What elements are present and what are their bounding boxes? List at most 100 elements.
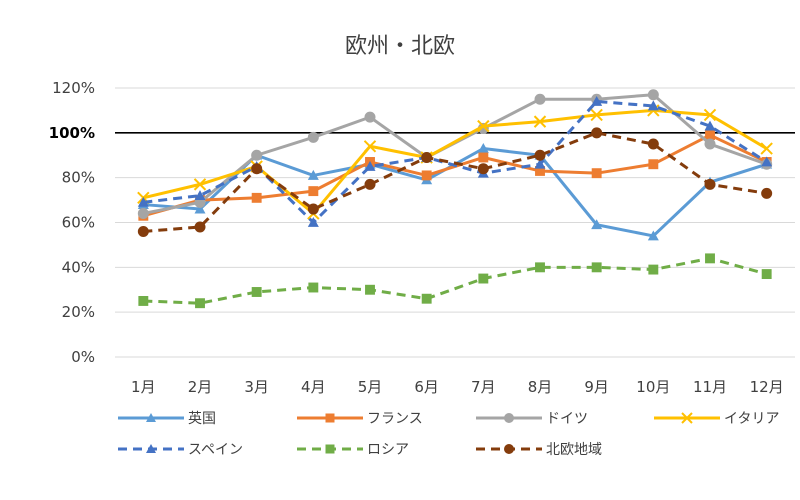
legend-label: フランス: [367, 411, 423, 427]
x-tick-label: 1月: [131, 378, 156, 396]
x-tick-label: 9月: [584, 378, 609, 396]
legend-label: ドイツ: [546, 411, 588, 427]
data-point: [421, 170, 432, 181]
legend-item: スペイン: [118, 442, 243, 458]
data-point: [647, 138, 659, 150]
legend-item: 北欧地域: [476, 442, 602, 458]
data-point: [194, 203, 206, 214]
y-tick-label: 20%: [62, 303, 95, 321]
series-line: [143, 99, 768, 224]
y-tick-label: 120%: [52, 79, 95, 97]
data-point: [478, 152, 489, 163]
data-point: [647, 100, 659, 111]
axes: 0% 20% 40% 60% 80% 100% 120% 1月 2月 3月 4月 5月 6月 7月 8月 9月…: [49, 79, 784, 396]
data-point: [761, 156, 773, 167]
x-tick-label: 12月: [750, 378, 784, 396]
data-point: [477, 119, 490, 133]
data-point: [704, 120, 716, 131]
x-tick-label: 11月: [693, 378, 727, 396]
plot-area: [137, 89, 773, 309]
data-point: [364, 111, 376, 123]
data-point: [590, 108, 603, 122]
legend-item: 英国: [118, 410, 216, 427]
data-point: [307, 131, 319, 143]
data-point: [308, 282, 319, 293]
data-point: [705, 130, 715, 141]
data-point: [647, 89, 659, 101]
data-point: [535, 165, 545, 176]
data-point: [137, 208, 149, 220]
data-point: [194, 221, 206, 233]
legend-marker: [146, 413, 156, 422]
series-4: [137, 104, 773, 220]
data-point: [364, 178, 376, 190]
data-point: [138, 296, 149, 306]
data-point: [477, 143, 489, 153]
data-point: [761, 269, 772, 280]
series-line: [142, 108, 768, 216]
x-tick-label: 10月: [636, 378, 670, 396]
x-tick-label: 6月: [414, 378, 439, 396]
legend-marker: [504, 444, 514, 454]
legend-marker: [325, 444, 335, 454]
x-tick-label: 4月: [301, 378, 326, 396]
y-tick-label: 60%: [62, 214, 95, 232]
data-point: [307, 203, 319, 215]
data-point: [535, 262, 545, 273]
data-point: [477, 163, 489, 175]
data-point: [534, 158, 546, 169]
legend-marker: [325, 413, 335, 423]
legend-marker: [681, 412, 693, 424]
data-point: [251, 287, 262, 297]
y-tick-label: 100%: [49, 124, 95, 142]
x-tick-label: 5月: [358, 378, 383, 396]
x-tick-label: 7月: [471, 378, 496, 396]
legend-item: フランス: [297, 411, 423, 427]
x-tick-label: 2月: [188, 378, 213, 396]
x-tick-label: 8月: [528, 378, 553, 396]
legend-item: ドイツ: [476, 411, 588, 427]
data-point: [365, 284, 375, 295]
series-line: [143, 256, 768, 305]
data-point: [591, 168, 602, 179]
series-7: [137, 127, 773, 237]
data-point: [251, 163, 263, 175]
x-tick-label: 3月: [244, 378, 269, 396]
series-line: [143, 131, 767, 233]
data-point: [704, 138, 716, 150]
data-point: [760, 142, 773, 155]
data-point: [194, 190, 206, 200]
data-point: [703, 108, 717, 122]
data-point: [533, 115, 547, 128]
data-point: [193, 178, 207, 191]
y-tick-label: 0%: [71, 348, 95, 366]
data-point: [137, 225, 149, 237]
series-5: [137, 95, 773, 227]
data-point: [364, 160, 376, 171]
data-point: [591, 95, 603, 106]
data-point: [591, 262, 602, 273]
legend-item: ロシア: [297, 442, 409, 458]
data-point: [421, 293, 432, 304]
legend-label: スペイン: [188, 442, 243, 458]
data-point: [307, 217, 319, 227]
data-point: [648, 159, 659, 170]
data-point: [421, 151, 433, 163]
data-point: [308, 186, 319, 197]
data-point: [137, 196, 149, 207]
data-point: [761, 187, 773, 199]
legend-marker: [504, 413, 514, 423]
data-point: [195, 298, 205, 309]
data-point: [534, 149, 546, 161]
legend-label: 北欧地域: [546, 442, 602, 458]
data-point: [534, 93, 546, 105]
data-point: [704, 178, 716, 190]
y-tick-label: 80%: [62, 169, 95, 187]
chart-title: 欧州・北欧: [345, 34, 455, 59]
legend-label: ロシア: [367, 442, 409, 458]
data-point: [478, 273, 489, 284]
legend-label: 英国: [188, 410, 216, 427]
legend-label: イタリア: [724, 411, 779, 427]
data-point: [251, 192, 262, 203]
